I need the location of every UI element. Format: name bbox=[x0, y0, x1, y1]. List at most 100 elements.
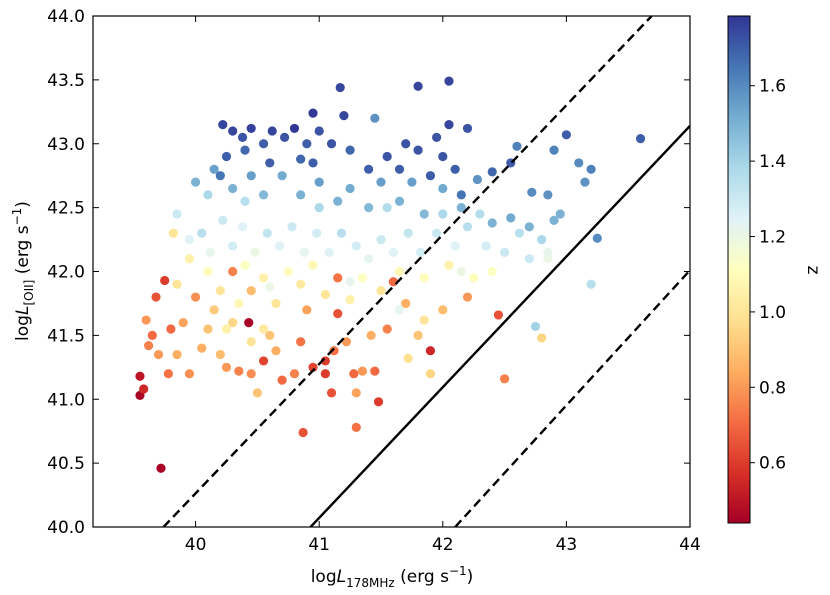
point bbox=[221, 151, 232, 162]
point bbox=[184, 254, 195, 264]
point bbox=[320, 369, 330, 379]
point bbox=[425, 369, 436, 379]
point bbox=[246, 123, 256, 134]
point bbox=[394, 266, 405, 277]
point bbox=[329, 346, 339, 356]
point bbox=[394, 305, 405, 315]
point bbox=[237, 222, 248, 232]
point bbox=[312, 228, 322, 238]
point bbox=[394, 196, 405, 206]
point bbox=[237, 132, 248, 142]
point bbox=[401, 298, 411, 309]
point bbox=[258, 190, 269, 200]
point bbox=[302, 305, 312, 315]
point bbox=[240, 196, 250, 206]
point bbox=[499, 374, 510, 384]
point bbox=[561, 130, 571, 140]
point bbox=[394, 164, 405, 174]
point bbox=[184, 234, 195, 245]
point bbox=[228, 126, 238, 136]
point bbox=[209, 164, 219, 174]
point bbox=[493, 310, 504, 320]
point bbox=[333, 273, 343, 283]
y-axis-label: logL[OII] (erg s−1) bbox=[10, 201, 36, 341]
point bbox=[345, 145, 355, 155]
point bbox=[190, 292, 201, 302]
point bbox=[364, 254, 374, 264]
point bbox=[456, 190, 466, 200]
point bbox=[246, 171, 256, 181]
point bbox=[438, 151, 448, 162]
point bbox=[203, 266, 213, 277]
point bbox=[351, 388, 361, 398]
point bbox=[289, 123, 300, 134]
x-tick-label: 40 bbox=[185, 535, 207, 555]
point bbox=[462, 123, 473, 134]
point bbox=[197, 228, 207, 238]
point bbox=[364, 203, 374, 213]
point bbox=[141, 315, 151, 325]
point bbox=[314, 177, 324, 187]
point bbox=[635, 134, 646, 144]
point bbox=[228, 266, 238, 277]
point bbox=[555, 209, 565, 219]
point bbox=[586, 279, 596, 289]
point bbox=[289, 369, 300, 379]
point bbox=[326, 388, 337, 398]
point bbox=[151, 292, 161, 302]
point bbox=[246, 369, 256, 379]
point bbox=[512, 141, 522, 151]
point bbox=[184, 369, 195, 379]
point bbox=[333, 309, 343, 319]
point bbox=[215, 171, 225, 181]
y-tick-label: 43.5 bbox=[47, 71, 85, 91]
colorbar-tick-label: 1.0 bbox=[759, 303, 786, 323]
point bbox=[246, 286, 256, 296]
point bbox=[487, 218, 497, 228]
reference-line bbox=[162, 16, 653, 527]
point bbox=[419, 209, 429, 219]
y-tick-label: 43.0 bbox=[47, 135, 85, 155]
point bbox=[530, 321, 541, 332]
point bbox=[172, 209, 182, 219]
x-tick-label: 42 bbox=[432, 535, 454, 555]
point bbox=[543, 190, 553, 200]
point bbox=[438, 305, 448, 315]
point bbox=[296, 190, 306, 200]
point bbox=[444, 119, 454, 130]
point bbox=[432, 228, 442, 238]
point bbox=[592, 233, 602, 243]
point bbox=[277, 375, 287, 385]
point bbox=[432, 132, 442, 142]
point bbox=[258, 139, 269, 149]
point bbox=[413, 81, 423, 91]
y-tick-label: 41.0 bbox=[47, 390, 85, 410]
point bbox=[271, 346, 281, 356]
point bbox=[144, 340, 154, 351]
point bbox=[215, 349, 225, 360]
point bbox=[456, 266, 466, 277]
point bbox=[279, 132, 290, 142]
point bbox=[228, 183, 238, 194]
point bbox=[221, 324, 232, 334]
point bbox=[299, 247, 309, 257]
point bbox=[415, 247, 426, 257]
point bbox=[543, 254, 553, 264]
point bbox=[376, 286, 386, 296]
point bbox=[524, 222, 534, 232]
point bbox=[205, 247, 216, 257]
point bbox=[403, 353, 413, 363]
point bbox=[456, 203, 466, 213]
point bbox=[218, 215, 228, 225]
point bbox=[357, 273, 368, 283]
point bbox=[302, 139, 312, 149]
point bbox=[324, 247, 334, 257]
point bbox=[537, 234, 547, 245]
x-axis-label: logL178MHz (erg s−1) bbox=[311, 564, 474, 590]
point bbox=[258, 273, 269, 283]
point bbox=[407, 177, 417, 187]
point bbox=[160, 275, 170, 286]
point bbox=[218, 119, 228, 130]
point bbox=[320, 289, 330, 300]
point bbox=[234, 366, 244, 376]
